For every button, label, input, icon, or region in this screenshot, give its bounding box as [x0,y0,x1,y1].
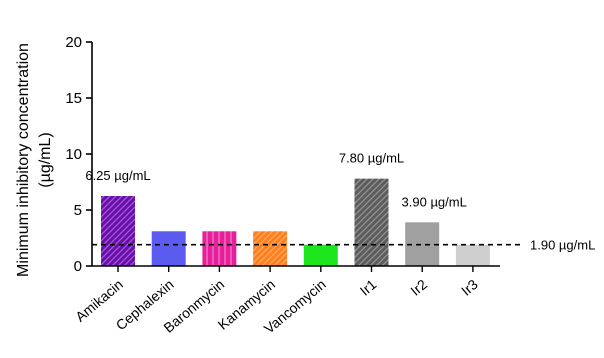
bar-cephalexin [151,231,186,266]
x-tick-label: Ir3 [458,276,481,299]
bar-baronmycin [202,231,237,266]
data-label: 3.90 µg/mL [402,194,467,209]
y-tick-label: 0 [74,258,82,275]
data-label: 6.25 µg/mL [85,168,150,183]
bar-amikacin [101,196,135,266]
bar-kanamycin [253,231,288,266]
bar-ir1 [354,178,389,266]
y-tick-label: 15 [65,90,82,107]
data-label: 7.80 µg/mL [339,151,404,166]
x-tick-label: Ir1 [357,276,380,299]
x-tick-label: Ir2 [407,276,430,299]
y-tick-label: 5 [74,202,82,219]
bar-ir3 [455,244,490,266]
y-axis-title-line1: Minimum inhibitory concentration [15,43,32,277]
bar-vancomycin [303,244,338,266]
y-tick-label: 20 [65,34,82,51]
y-tick-label: 10 [65,146,82,163]
y-axis-title-line2: (µg/mL) [37,132,54,187]
reference-line-label: 1.90 µg/mL [530,238,595,253]
